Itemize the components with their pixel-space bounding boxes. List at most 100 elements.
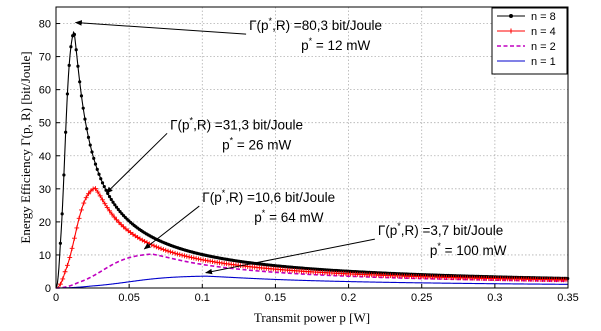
data-point-marker [90, 150, 94, 154]
data-point-marker [81, 106, 85, 110]
marker-layer [57, 32, 570, 287]
y-tick-label: 30 [39, 184, 51, 196]
data-point-marker [95, 167, 99, 171]
data-point-marker [107, 208, 112, 214]
data-point-marker [67, 255, 73, 260]
data-point-marker [100, 197, 105, 203]
data-point-marker [167, 249, 173, 255]
data-point-marker [118, 222, 124, 228]
data-point-marker [60, 212, 64, 216]
data-point-marker [198, 257, 204, 262]
annotation-line1: Γ(p*,R) =80,3 bit/Joule [249, 16, 382, 33]
x-tick-label: 0.15 [265, 292, 286, 304]
y-tick-label: 20 [39, 217, 51, 229]
annotation-arrow [205, 238, 375, 275]
data-point-marker [85, 127, 89, 131]
data-point-marker [111, 214, 117, 220]
legend-item: n = 1 [497, 56, 556, 68]
x-tick-label: 0.1 [195, 292, 210, 304]
data-point-marker [165, 248, 171, 254]
data-point-marker [88, 143, 92, 147]
data-point-marker [186, 254, 192, 260]
data-point-marker [172, 250, 178, 256]
annotation-3: Γ(p*,R) =10,6 bit/Joule p* = 64 mW [143, 188, 335, 250]
x-axis-label: Transmit power p [W] [254, 310, 370, 325]
data-point-marker [74, 48, 78, 52]
x-tick-label: 0.25 [411, 292, 432, 304]
data-point-marker [109, 211, 115, 217]
data-point-marker [67, 63, 71, 67]
y-tick-label: 10 [39, 250, 51, 262]
data-point-marker [65, 92, 70, 96]
annotation-line2: p* = 12 mW [301, 36, 370, 53]
x-tick-label: 0.05 [118, 292, 139, 304]
data-point-marker [104, 205, 110, 210]
data-point-marker [62, 269, 68, 275]
data-point-marker [104, 188, 108, 192]
annotation-line2: p* = 26 mW [222, 135, 291, 152]
legend-label: n = 4 [531, 26, 556, 38]
data-point-marker [97, 193, 103, 199]
data-point-marker [76, 64, 80, 68]
data-point-marker [64, 130, 68, 134]
x-tick-label: 0 [53, 292, 59, 304]
data-point-marker [81, 200, 87, 206]
legend-marker [509, 14, 513, 18]
legend-item: n = 2 [497, 41, 556, 53]
data-point-marker [158, 246, 164, 252]
data-point-marker [102, 185, 106, 189]
data-point-marker [72, 32, 77, 37]
legend: n = 8 n = 4 n = 2 n = 1 [491, 7, 568, 75]
annotation-line2: p* = 64 mW [254, 208, 323, 225]
y-tick-label: 0 [45, 283, 51, 295]
legend-label: n = 2 [531, 41, 556, 53]
y-tick-label: 60 [39, 85, 51, 97]
data-point-marker [116, 219, 122, 225]
data-point-marker [151, 243, 157, 249]
data-point-marker [76, 215, 82, 221]
data-point-marker [58, 241, 62, 245]
data-point-marker [92, 156, 96, 160]
data-point-marker [193, 256, 199, 261]
data-point-marker [79, 94, 84, 98]
annotation-1: Γ(p*,R) =80,3 bit/Joule p* = 12 mW [74, 16, 382, 53]
data-point-marker [153, 244, 159, 250]
data-point-marker [160, 247, 166, 252]
annotation-line1: Γ(p*,R) =31,3 bit/Joule [170, 115, 303, 132]
legend-box [491, 7, 568, 75]
data-point-marker [189, 255, 194, 260]
annotation-arrow [105, 132, 168, 194]
annotation-arrow [74, 20, 247, 35]
annotation-arrow [143, 205, 200, 250]
plot-frame [55, 6, 569, 289]
annotation-4: Γ(p*,R) =3,7 bit/Joule p* = 100 mW [205, 221, 507, 275]
annotation-line1: Γ(p*,R) =10,6 bit/Joule [202, 188, 335, 205]
data-point-marker [109, 197, 113, 202]
data-point-marker [69, 245, 75, 251]
data-point-marker [116, 207, 120, 212]
legend-item: n = 8 [497, 11, 556, 23]
data-point-marker [78, 80, 82, 84]
y-tick-label: 70 [39, 52, 51, 64]
data-point-marker [144, 240, 150, 245]
data-point-marker [100, 181, 105, 185]
data-point-marker [60, 276, 66, 282]
legend-label: n = 8 [531, 11, 556, 23]
x-tick-label: 0.3 [487, 292, 502, 304]
data-point-marker [74, 225, 80, 231]
data-point-marker [196, 256, 201, 262]
data-point-marker [97, 172, 101, 176]
annotation-2: Γ(p*,R) =31,3 bit/Joule p* = 26 mW [105, 115, 303, 194]
data-point-marker [62, 173, 66, 177]
data-point-marker [86, 191, 91, 197]
tick-layer: 0 0.05 0.1 0.15 0.2 0.25 0.3 0.35 0 10 20 30 40 50 60 7… [39, 19, 579, 304]
y-tick-label: 80 [39, 19, 51, 31]
legend-item: n = 4 [497, 26, 556, 38]
data-point-marker [184, 254, 190, 259]
y-axis-label: Energy Efficiency Γ(p, R) [bit/Joule] [18, 51, 33, 243]
data-point-marker [182, 253, 187, 259]
x-tick-label: 0.35 [557, 292, 578, 304]
data-point-marker [83, 117, 87, 121]
x-tick-label: 0.2 [341, 292, 356, 304]
series-line-n1 [56, 275, 568, 289]
